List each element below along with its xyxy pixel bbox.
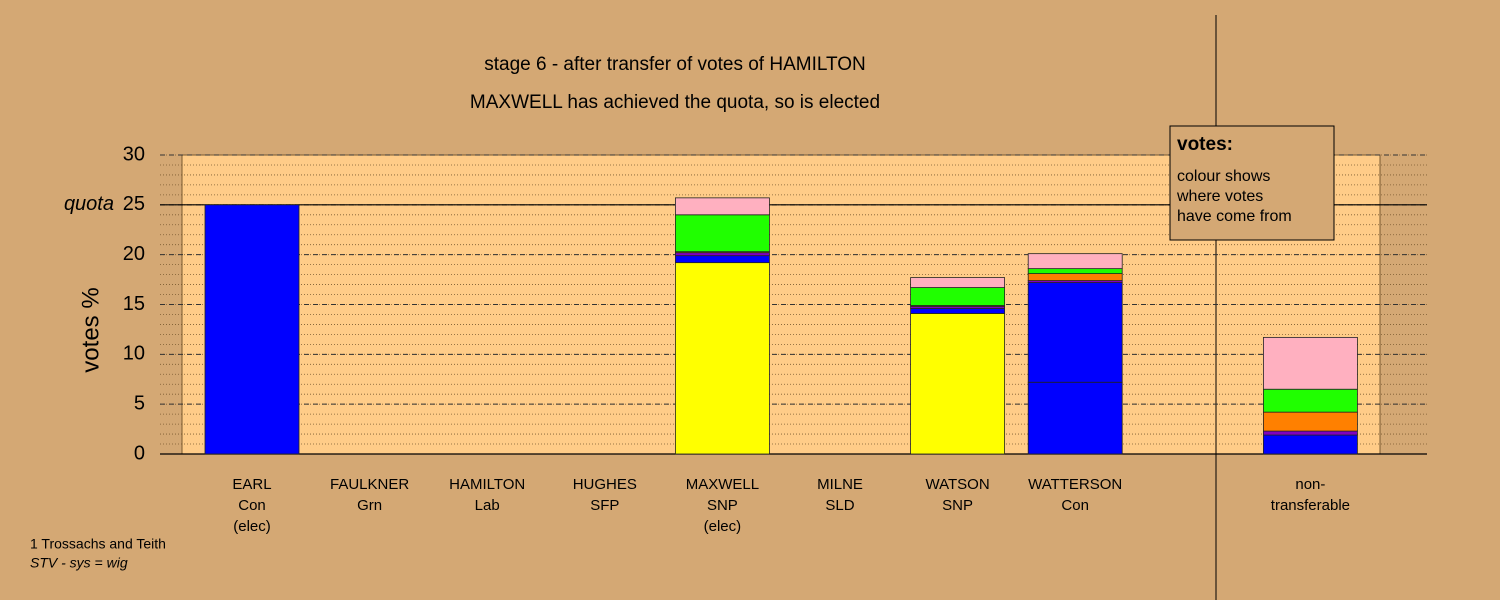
legend-title: votes:	[1177, 134, 1233, 155]
x-tick-label: WATTERSON	[1028, 476, 1122, 493]
bar-segment	[1263, 336, 1358, 390]
legend-box	[1169, 125, 1335, 241]
bar-segment	[1263, 430, 1358, 436]
x-tick-label: WATSON	[926, 476, 990, 493]
chart-title: stage 6 - after transfer of votes of HAM…	[484, 54, 866, 75]
x-tick-label: non-	[1295, 476, 1325, 493]
bar-segment	[1263, 434, 1358, 455]
y-tick-label: 0	[134, 442, 145, 464]
bar-segment	[1263, 411, 1358, 432]
bar-segment	[675, 214, 770, 253]
x-tick-label: EARL	[232, 476, 271, 493]
bar-segment	[675, 262, 770, 455]
x-tick-label: SLD	[825, 497, 854, 514]
x-tick-label: Con	[238, 497, 266, 514]
bar-segment	[1027, 273, 1123, 281]
quota-label: quota	[64, 193, 114, 215]
bar-segment	[1027, 381, 1123, 455]
footnote: 1 Trossachs and Teith	[30, 536, 166, 552]
y-tick-label: 20	[123, 243, 145, 265]
bar-segment	[1027, 282, 1123, 383]
bar-segment	[910, 287, 1005, 306]
bar-segment	[910, 277, 1005, 288]
x-tick-label: SNP	[707, 497, 738, 514]
x-tick-label: SFP	[590, 497, 619, 514]
bar-segment	[675, 255, 770, 264]
legend-text: have come from	[1177, 208, 1292, 225]
x-tick-label: transferable	[1271, 497, 1350, 514]
bar-segment	[1027, 253, 1123, 270]
x-tick-label: Lab	[475, 497, 500, 514]
chart-subtitle: MAXWELL has achieved the quota, so is el…	[470, 92, 880, 113]
legend: votes: colour shows where votes have com…	[1169, 125, 1335, 241]
legend-text: colour shows	[1177, 168, 1270, 185]
bar-segment	[910, 313, 1005, 455]
x-tick-label: (elec)	[704, 518, 742, 535]
x-tick-label: HUGHES	[573, 476, 637, 493]
x-tick-label: (elec)	[233, 518, 271, 535]
x-tick-label: Con	[1061, 497, 1089, 514]
x-tick-label: SNP	[942, 497, 973, 514]
x-tick-label: Grn	[357, 497, 382, 514]
y-tick-label: 10	[123, 343, 145, 365]
x-tick-label: MILNE	[817, 476, 863, 493]
bar-segment	[1263, 388, 1358, 413]
x-tick-label: FAULKNER	[330, 476, 409, 493]
bar-segment	[1027, 268, 1123, 275]
bar-segment	[675, 197, 770, 216]
y-tick-label: 25	[123, 193, 145, 215]
y-tick-label: 30	[123, 143, 145, 165]
y-axis-label: votes %	[77, 287, 104, 372]
bar-segment	[204, 204, 300, 455]
bar-segment	[675, 252, 770, 257]
bar-segment	[910, 308, 1005, 314]
y-tick-label: 5	[134, 392, 145, 414]
y-tick-label: 15	[123, 293, 145, 315]
legend-text: where votes	[1176, 188, 1263, 205]
x-tick-label: HAMILTON	[449, 476, 525, 493]
footnote: STV - sys = wig	[30, 555, 128, 571]
x-tick-label: MAXWELL	[686, 476, 759, 493]
